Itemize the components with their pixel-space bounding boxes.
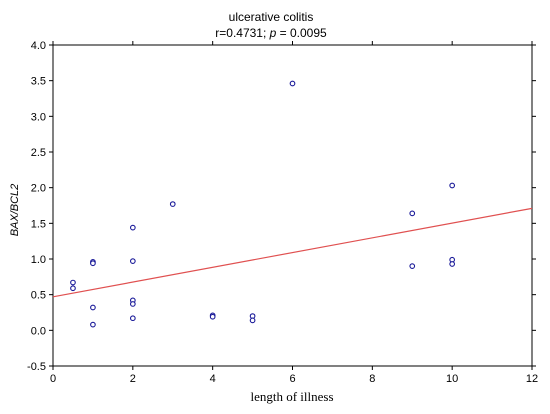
- y-tick-label: -0.5: [27, 361, 46, 373]
- x-tick-label: 8: [369, 373, 375, 385]
- data-point: [90, 304, 96, 311]
- y-tick-label: 0.0: [31, 325, 46, 337]
- x-tick-label: 6: [289, 373, 295, 385]
- data-point: [129, 258, 136, 264]
- plot-frame: [52, 44, 533, 367]
- data-point: [70, 279, 76, 286]
- data-point: [70, 285, 76, 292]
- subtitle-p-symbol: p: [269, 26, 277, 40]
- data-point: [90, 260, 96, 267]
- data-point: [209, 313, 216, 320]
- data-point: [449, 182, 456, 189]
- x-tick-label: 0: [50, 373, 56, 385]
- data-point: [129, 301, 136, 307]
- y-tick-label: 3.0: [31, 111, 46, 123]
- subtitle-correlation: r=0.4731;: [215, 26, 269, 40]
- y-tick-label: 0.5: [31, 290, 46, 302]
- data-point: [129, 224, 136, 231]
- y-tick-label: 2.0: [31, 183, 46, 195]
- x-tick-label: 4: [210, 373, 216, 385]
- x-tick-label: 10: [446, 373, 458, 385]
- y-tick-label: 1.5: [31, 218, 46, 230]
- chart-title: ulcerative colitis: [229, 10, 314, 24]
- data-point: [169, 201, 176, 207]
- data-point: [129, 315, 136, 322]
- data-point: [289, 80, 296, 87]
- data-point: [249, 317, 256, 324]
- x-tick-label: 2: [130, 373, 136, 385]
- y-axis-label: BAX/BCL2: [9, 184, 21, 237]
- regression-line-layer: [52, 207, 533, 298]
- y-tick-label: 1.0: [31, 254, 46, 266]
- axes: -0.5 0.0 0.5 1.0 1.5 2.0 2.5 3.0 3.5 4.0 0 2 4 6 8 10 12: [27, 40, 538, 385]
- regression-line: [52, 207, 533, 298]
- x-axis-label: length of illness: [250, 389, 333, 404]
- y-tick-label: 3.5: [31, 76, 46, 88]
- x-tick-label: 12: [526, 373, 538, 385]
- subtitle-p-value: = 0.0095: [276, 26, 327, 40]
- data-point: [409, 210, 416, 217]
- data-point: [449, 261, 456, 267]
- y-tick-label: 4.0: [31, 40, 46, 52]
- data-points: [70, 80, 456, 328]
- chart-subtitle: r=0.4731; p = 0.0095: [215, 26, 327, 40]
- y-tick-label: 2.5: [31, 147, 46, 159]
- data-point: [90, 321, 96, 328]
- data-point: [409, 263, 416, 269]
